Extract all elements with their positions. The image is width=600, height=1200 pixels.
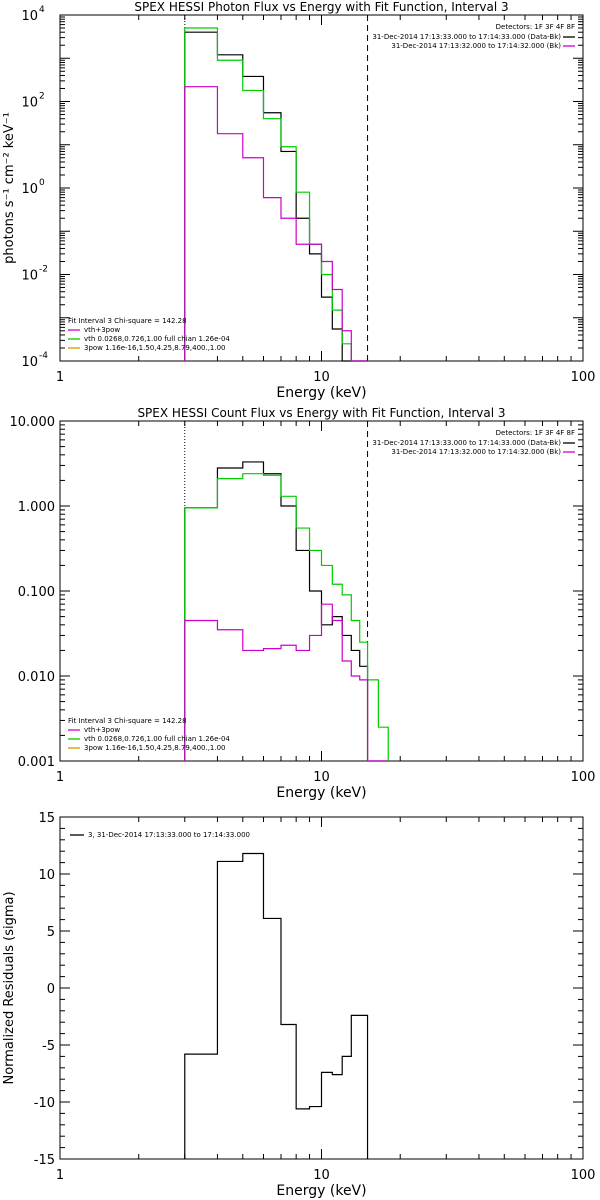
y-tick-label: -10: [34, 1096, 55, 1111]
x-tick-label: 100: [571, 770, 596, 785]
y-tick-label: 10: [21, 96, 38, 111]
x-axis-label: Energy (keV): [276, 785, 366, 801]
y-tick-label: 0: [47, 982, 55, 997]
y-tick-label-exponent: 0: [39, 178, 45, 188]
legend-header: Detectors: 1F 3F 4F 8F: [496, 23, 575, 31]
series-3-histogram: [184, 603, 389, 762]
x-tick-label: 1: [56, 370, 64, 385]
legend-entry: 31-Dec-2014 17:13:33.000 to 17:14:33.000…: [372, 33, 561, 41]
legend-entry: 31-Dec-2014 17:13:33.000 to 17:14:33.000…: [372, 439, 561, 447]
y-tick-label-base: 10: [21, 269, 38, 284]
x-tick-label: 100: [571, 1168, 596, 1183]
y-tick-label: 1.000: [18, 500, 55, 515]
y-tick-label: 10.000: [10, 415, 56, 430]
fit-legend-header: Fit Interval 3 Chi-square = 142.28: [68, 317, 187, 325]
chart-panel-3: 1 10 100 -15 -10 -5 0 5 10 15 Energy (keV) Normaliz…: [2, 811, 595, 1199]
x-tick-label: 1: [56, 1168, 64, 1183]
y-tick-label-exponent: 2: [39, 92, 45, 102]
fit-legend-entry: vth 0.0268,0.726,1.00 full chian 1.26e-0…: [84, 335, 230, 343]
legend-header: Detectors: 1F 3F 4F 8F: [496, 429, 575, 437]
y-tick-label-base: 10: [21, 96, 38, 111]
legend-entry: 31-Dec-2014 17:13:32.000 to 17:14:32.000…: [391, 42, 561, 50]
y-tick-label: -15: [34, 1153, 55, 1168]
series-1-histogram: [184, 852, 369, 1159]
series-2-histogram: [184, 27, 368, 362]
chart-title: SPEX HESSI Count Flux vs Energy with Fit…: [137, 406, 505, 420]
series-2-histogram: [184, 473, 389, 761]
plot-frame: [59, 14, 584, 362]
series-1-histogram: [184, 31, 368, 362]
x-tick-label: 10: [313, 770, 330, 785]
y-tick-label: 10: [21, 355, 38, 370]
x-tick-label: 1: [56, 770, 64, 785]
fit-legend-header: Fit Interval 3 Chi-square = 142.28: [68, 717, 187, 725]
x-axis-label: Energy (keV): [276, 385, 366, 401]
y-tick-label-base: 10: [21, 182, 38, 197]
series-1-histogram: [184, 461, 389, 762]
legend-entry: 31-Dec-2014 17:13:32.000 to 17:14:32.000…: [391, 448, 561, 456]
x-tick-label: 10: [313, 1168, 330, 1183]
y-tick-label-base: 10: [21, 9, 38, 24]
x-tick-label: 10: [313, 370, 330, 385]
y-tick-label-exponent: -4: [39, 351, 48, 361]
y-tick-label: 0.100: [18, 585, 55, 600]
fit-legend-entry: vth+3pow: [84, 326, 120, 334]
fit-legend-entry: 3pow 1.16e-16,1.50,4.25,8.79,400.,1.00: [84, 744, 226, 752]
fit-legend-entry: vth+3pow: [84, 726, 120, 734]
y-tick-label-exponent: 4: [39, 5, 45, 15]
plot-frame: [59, 816, 584, 1160]
y-tick-label: 0.010: [18, 670, 55, 685]
x-tick-label: 100: [571, 370, 596, 385]
x-axis-label: Energy (keV): [276, 1183, 366, 1199]
y-tick-label-base: 10: [21, 355, 38, 370]
y-tick-label: 10: [21, 9, 38, 24]
fit-legend-entry: 3pow 1.16e-16,1.50,4.25,8.79,400.,1.00: [84, 344, 226, 352]
residual-legend-entry: 3, 31-Dec-2014 17:13:33.000 to 17:14:33.…: [88, 831, 250, 839]
y-tick-label: 15: [38, 811, 55, 826]
chart-panel-2: 1 10 100 0.001 0.010 0.100 1.000 10.000 SPEX HES…: [10, 406, 596, 801]
y-tick-label: 0.001: [18, 755, 55, 770]
y-tick-label-exponent: -2: [39, 265, 48, 275]
y-axis-label: Normalized Residuals (sigma): [2, 891, 17, 1084]
y-tick-label: -5: [42, 1039, 55, 1054]
y-tick-label: 10: [21, 269, 38, 284]
y-tick-label: 5: [47, 925, 55, 940]
chart-title: SPEX HESSI Photon Flux vs Energy with Fi…: [134, 0, 508, 14]
y-tick-label: 10: [38, 868, 55, 883]
y-tick-label: 10: [21, 182, 38, 197]
fit-legend-entry: vth 0.0268,0.726,1.00 full chian 1.26e-0…: [84, 735, 230, 743]
y-axis-label: photons s⁻¹ cm⁻² keV⁻¹: [2, 112, 17, 264]
series-3-histogram: [184, 86, 368, 362]
